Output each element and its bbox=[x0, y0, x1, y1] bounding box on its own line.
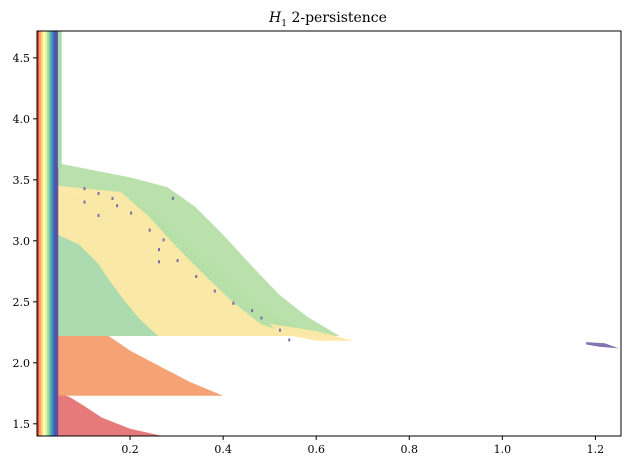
scatter-mark-10 bbox=[213, 289, 216, 293]
axes-frame bbox=[36, 30, 622, 437]
region-purple-7 bbox=[586, 342, 619, 349]
x-tick-label: 0.4 bbox=[214, 443, 232, 456]
vertical-band-9 bbox=[55, 31, 59, 436]
scatter-mark-4 bbox=[130, 211, 133, 215]
axis-ticks: 0.2 0.4 0.6 0.8 1.0 1.2 1.5 2.0 2.5 3.0 3.5 4.0 4.5 bbox=[13, 52, 605, 456]
scatter-mark-9 bbox=[195, 275, 198, 278]
x-tick-label: 0.2 bbox=[121, 443, 139, 456]
scatter-mark-1 bbox=[97, 192, 100, 195]
scatter-mark-2 bbox=[111, 196, 114, 200]
vertical-band-4 bbox=[45, 31, 48, 436]
scatter-mark-12 bbox=[251, 309, 254, 313]
title-subscript: 1 bbox=[281, 19, 287, 29]
x-tick-label: 0.8 bbox=[401, 443, 419, 456]
region-yellow-5 bbox=[57, 185, 293, 336]
vertical-band-2 bbox=[41, 31, 44, 436]
scatter-mark-3 bbox=[83, 200, 86, 204]
region-green-4 bbox=[55, 162, 340, 336]
vertical-band-0 bbox=[37, 31, 40, 436]
x-tick-label: 1.2 bbox=[587, 443, 605, 456]
scatter-mark-18 bbox=[116, 204, 119, 208]
scatter-mark-11 bbox=[232, 301, 235, 305]
vertical-band-3 bbox=[43, 31, 46, 436]
scatter-mark-5 bbox=[148, 228, 151, 232]
plot-area bbox=[37, 31, 619, 436]
title-symbol: H bbox=[268, 10, 282, 26]
vertical-band-1 bbox=[39, 31, 42, 436]
y-tick-label: 4.5 bbox=[13, 52, 31, 65]
title-rest: 2-persistence bbox=[287, 10, 387, 26]
vertical-band-7 bbox=[51, 31, 55, 436]
scatter-mark-6 bbox=[162, 238, 165, 242]
y-tick-label: 1.5 bbox=[13, 418, 31, 431]
scatter-mark-15 bbox=[288, 338, 291, 342]
vertical-band-6 bbox=[49, 31, 52, 436]
vertical-band-8 bbox=[53, 31, 57, 436]
y-tick-label: 2.5 bbox=[13, 296, 31, 309]
y-tick-label: 2.0 bbox=[13, 357, 31, 370]
region-orange-1 bbox=[55, 332, 224, 396]
chart-title: H1 2-persistence bbox=[268, 10, 387, 29]
vertical-band-cap bbox=[57, 31, 62, 168]
scatter-mark-17 bbox=[97, 214, 100, 217]
scatter-mark-19 bbox=[158, 260, 160, 264]
scatter-mark-13 bbox=[260, 316, 263, 320]
scatter-mark-0 bbox=[83, 187, 86, 191]
region-red-0 bbox=[55, 392, 163, 436]
y-tick-label: 4.0 bbox=[13, 113, 31, 126]
y-tick-label: 3.5 bbox=[13, 174, 31, 187]
y-tick-label: 3.0 bbox=[13, 235, 31, 248]
scatter-mark-16 bbox=[171, 196, 174, 200]
scatter-mark-14 bbox=[279, 328, 281, 332]
vertical-band-5 bbox=[47, 31, 50, 436]
scatter-mark-8 bbox=[176, 259, 179, 263]
x-tick-label: 0.6 bbox=[307, 443, 325, 456]
region-yellow-6 bbox=[269, 323, 354, 341]
x-tick-label: 1.0 bbox=[494, 443, 512, 456]
scatter-mark-7 bbox=[158, 248, 160, 252]
